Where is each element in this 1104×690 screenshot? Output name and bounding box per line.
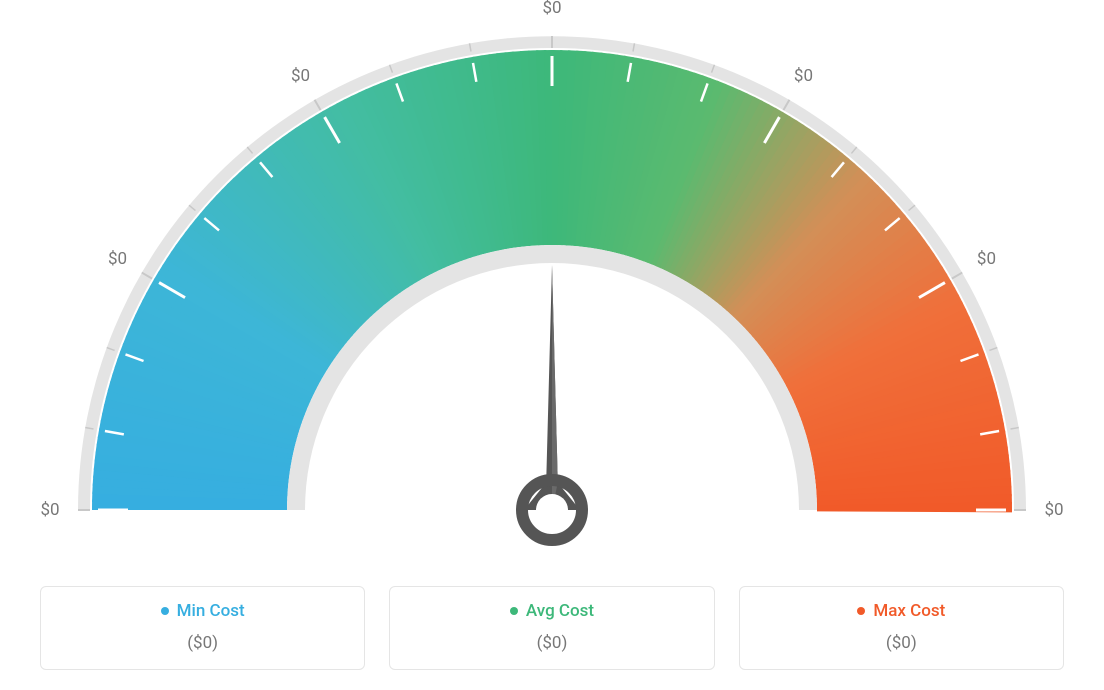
gauge-tick-label: $0 xyxy=(794,66,813,86)
gauge-tick-label: $0 xyxy=(291,66,310,86)
legend-card-min: Min Cost ($0) xyxy=(40,586,365,670)
gauge-tick-label: $0 xyxy=(108,249,127,269)
dot-icon xyxy=(857,607,865,615)
legend-header: Min Cost xyxy=(51,601,354,621)
gauge-infographic: $0 $0 $0 $0 $0 $0 $0 Min Cost ($0) Avg Cost ($… xyxy=(0,0,1104,690)
legend-label: Avg Cost xyxy=(526,601,594,621)
gauge-tick-label: $0 xyxy=(1044,500,1063,520)
legend-label: Min Cost xyxy=(177,601,245,621)
dot-icon xyxy=(510,607,518,615)
legend-value: ($0) xyxy=(51,633,354,653)
legend-card-max: Max Cost ($0) xyxy=(739,586,1064,670)
legend-header: Max Cost xyxy=(750,601,1053,621)
legend-card-avg: Avg Cost ($0) xyxy=(389,586,714,670)
gauge-svg xyxy=(0,0,1104,560)
legend-row: Min Cost ($0) Avg Cost ($0) Max Cost ($0… xyxy=(40,586,1064,670)
gauge-tick-label: $0 xyxy=(542,0,561,18)
legend-header: Avg Cost xyxy=(400,601,703,621)
dot-icon xyxy=(161,607,169,615)
gauge-chart: $0 $0 $0 $0 $0 $0 $0 xyxy=(0,0,1104,560)
legend-label: Max Cost xyxy=(873,601,945,621)
legend-value: ($0) xyxy=(400,633,703,653)
legend-value: ($0) xyxy=(750,633,1053,653)
gauge-tick-label: $0 xyxy=(40,500,59,520)
gauge-tick-label: $0 xyxy=(977,249,996,269)
